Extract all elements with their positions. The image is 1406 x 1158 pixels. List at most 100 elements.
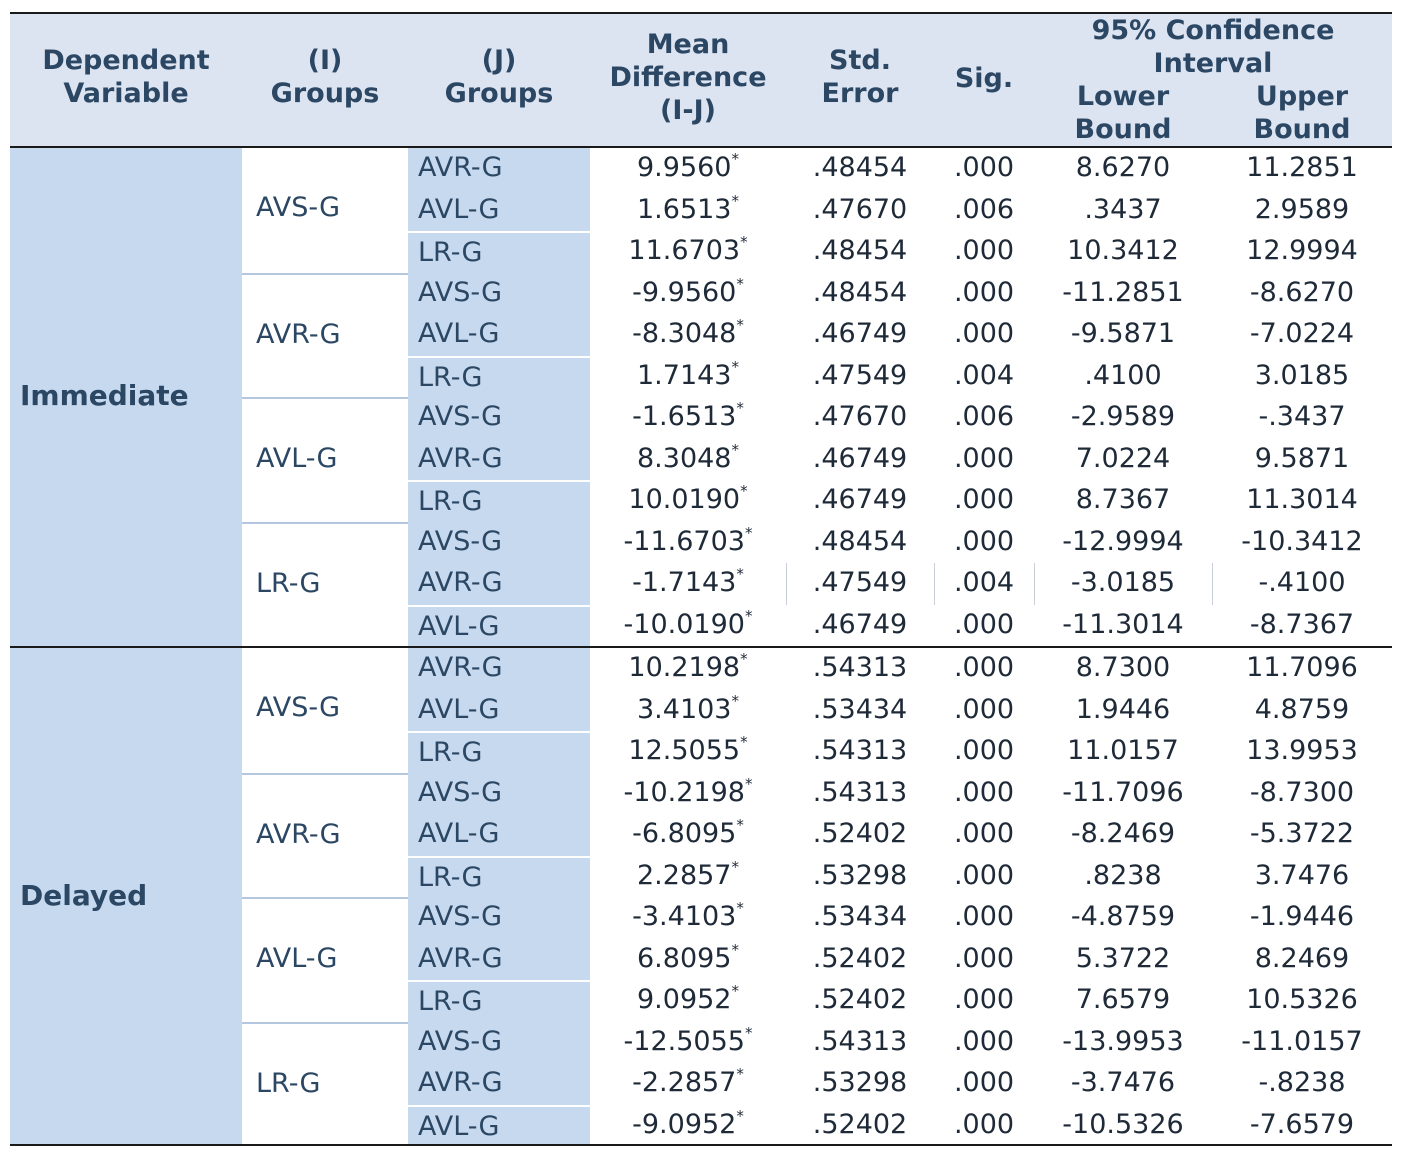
dependent-variable-cell: Immediate <box>10 148 242 646</box>
significance-marker: * <box>744 606 753 625</box>
j-group-label: LR-G <box>418 986 483 1017</box>
significance-marker: * <box>740 733 748 751</box>
table-row: AVL-G -6.8095* .52402 .000 -8.2469 -5.3722 <box>10 814 1392 856</box>
mean-difference-cell: -10.0190* <box>590 606 786 640</box>
j-group-cell: AVR-G <box>408 148 590 190</box>
upper-bound-cell: 11.2851 <box>1246 152 1358 183</box>
table-row: AVR-G -1.7143* .47549 .004 -3.0185 -.4100 <box>10 563 1392 605</box>
dependent-variable-label: Immediate <box>20 379 189 412</box>
std-error-cell: .54313 <box>812 1025 908 1057</box>
upper-bound-cell: 12.9994 <box>1246 235 1358 266</box>
j-group-label: AVR-G <box>418 152 503 183</box>
mean-difference-cell: 3.4103* <box>590 692 786 725</box>
j-group-label: LR-G <box>418 737 483 768</box>
upper-bound-cell: -8.7367 <box>1249 608 1355 640</box>
significance-marker: * <box>731 150 739 168</box>
j-group-cell: AVR-G <box>408 648 590 690</box>
j-group-label: AVR-G <box>418 942 503 974</box>
j-group-label: AVL-G <box>418 610 500 642</box>
mean-difference-cell: -10.2198* <box>590 774 786 808</box>
significance-marker: * <box>744 774 753 793</box>
sig-cell: .000 <box>953 901 1015 932</box>
significance-marker: * <box>731 191 739 210</box>
j-group-cell: LR-G <box>408 855 590 900</box>
significance-marker: * <box>731 357 739 376</box>
significance-marker: * <box>740 650 748 668</box>
std-error-cell: .47670 <box>812 193 908 225</box>
lower-bound-cell: 7.0224 <box>1075 442 1171 474</box>
table-row: AVL-G 1.6513* .47670 .006 .3437 2.9589 <box>10 190 1392 232</box>
mean-difference-value: 3.4103 <box>637 693 732 725</box>
mean-difference-cell: -12.5055* <box>590 1023 786 1057</box>
sig-cell: .000 <box>953 1067 1015 1098</box>
std-error-cell: .48454 <box>812 276 908 308</box>
i-group-cell: LR-G <box>242 521 408 649</box>
sig-cell: .000 <box>953 276 1015 308</box>
lower-bound-cell: -13.9953 <box>1062 1025 1184 1057</box>
sig-cell: .000 <box>953 652 1015 683</box>
table-top-rule <box>10 12 1392 14</box>
section-1: Delayed AVS-G AVR-G AVL-G LR-G AVR-G 10.2198*.… <box>10 646 1392 1146</box>
std-error-cell: .48454 <box>812 235 908 266</box>
significance-marker: * <box>731 982 739 1000</box>
upper-bound-cell: 13.9953 <box>1246 735 1358 766</box>
mean-difference-cell: 12.5055* <box>590 733 786 766</box>
sig-cell: .000 <box>953 525 1015 557</box>
j-group-cell: AVL-G <box>408 314 590 356</box>
sig-cell: .000 <box>953 693 1015 725</box>
upper-bound-cell: -.8238 <box>1258 1067 1346 1098</box>
table-row: LR-G 10.0190* .46749 .000 8.7367 11.3014 <box>10 480 1392 522</box>
mean-difference-cell: 9.9560* <box>590 150 786 183</box>
mean-difference-value: 10.2198 <box>628 652 741 683</box>
lower-bound-cell: -10.5326 <box>1062 1108 1184 1140</box>
lower-bound-cell: -3.7476 <box>1070 1067 1176 1098</box>
i-group-label: AVR-G <box>256 818 341 850</box>
upper-bound-cell: -7.0224 <box>1249 318 1355 349</box>
i-group-label: LR-G <box>256 1067 321 1099</box>
significance-marker: * <box>736 399 744 417</box>
header-lower-bound: Lower Bound <box>1074 81 1172 145</box>
mean-difference-value: 6.8095 <box>637 942 732 974</box>
mean-difference-cell: 9.0952* <box>590 982 786 1015</box>
lower-bound-cell: 10.3412 <box>1067 235 1179 266</box>
sig-cell: .000 <box>953 859 1015 891</box>
std-error-cell: .46749 <box>812 318 908 349</box>
lower-bound-cell: 5.3722 <box>1075 942 1171 974</box>
lower-bound-cell: -11.2851 <box>1062 276 1184 308</box>
i-group-cell: AVR-G <box>242 272 408 400</box>
sig-cell: .000 <box>953 484 1015 515</box>
lower-bound-cell: 8.6270 <box>1075 152 1171 183</box>
table-row: AVR-G 6.8095* .52402 .000 5.3722 8.2469 <box>10 939 1392 981</box>
significance-marker: * <box>731 940 739 959</box>
table-row: AVS-G -9.9560* .48454 .000 -11.2851 -8.6270 <box>10 273 1392 315</box>
std-error-cell: .53298 <box>812 859 908 891</box>
std-error-cell: .52402 <box>812 1108 908 1140</box>
lower-bound-cell: -8.2469 <box>1070 818 1176 849</box>
column-divider <box>1212 563 1213 605</box>
table-row: AVL-G 3.4103* .53434 .000 1.9446 4.8759 <box>10 690 1392 732</box>
mean-difference-cell: -1.6513* <box>590 399 786 432</box>
mean-difference-value: -10.0190 <box>623 608 745 640</box>
table-row: AVS-G -11.6703* .48454 .000 -12.9994 -10.3412 <box>10 522 1392 564</box>
j-group-cell: LR-G <box>408 731 590 775</box>
dependent-variable-label: Delayed <box>20 879 148 912</box>
j-group-label: AVS-G <box>418 776 503 808</box>
upper-bound-cell: -.4100 <box>1258 567 1346 598</box>
upper-bound-cell: -7.6579 <box>1249 1108 1355 1140</box>
mean-difference-cell: 1.7143* <box>590 357 786 391</box>
i-group-cell: AVS-G <box>242 648 408 773</box>
header-mean-difference: Mean Difference (I-J) <box>609 29 767 126</box>
mean-difference-value: -10.2198 <box>623 776 745 808</box>
lower-bound-cell: 8.7367 <box>1075 484 1171 515</box>
sig-cell: .004 <box>953 359 1015 391</box>
lower-bound-cell: -11.7096 <box>1062 776 1184 808</box>
upper-bound-cell: -8.6270 <box>1249 276 1355 308</box>
j-group-cell: AVL-G <box>408 814 590 856</box>
mean-difference-value: -8.3048 <box>632 318 737 349</box>
j-group-cell: AVR-G <box>408 939 590 981</box>
lower-bound-cell: -12.9994 <box>1062 525 1184 557</box>
j-group-label: AVL-G <box>418 818 500 849</box>
significance-marker: * <box>744 1023 753 1042</box>
i-group-label: AVS-G <box>256 192 341 224</box>
j-group-cell: AVS-G <box>408 773 590 815</box>
